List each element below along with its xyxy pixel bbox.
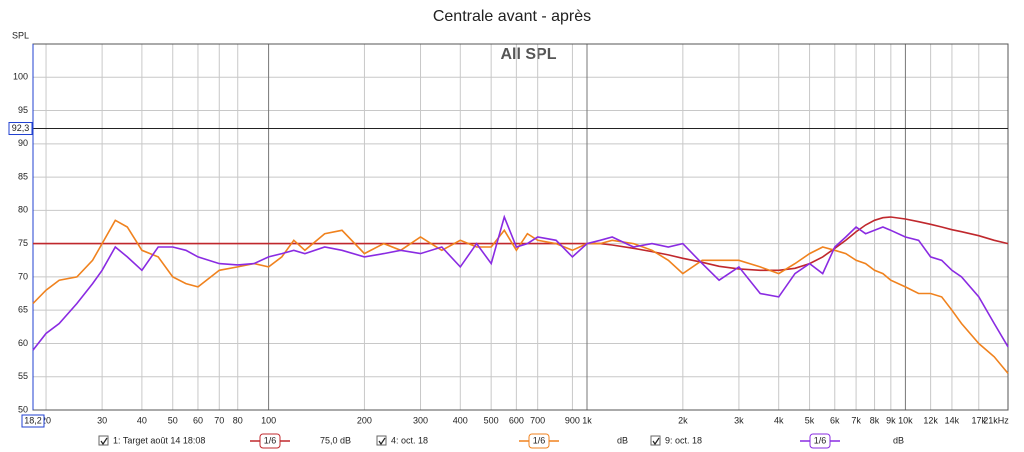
x-tick-label: 5k [805, 415, 815, 425]
y-tick-label: 85 [18, 171, 28, 181]
chart-title: Centrale avant - après [433, 8, 591, 25]
legend-smoothing-box [259, 433, 281, 449]
annotation: All SPL [500, 46, 556, 63]
legend-check [652, 437, 660, 446]
legend-checkbox[interactable] [376, 435, 387, 446]
y-tick-label: 90 [18, 138, 28, 148]
x-tick-label: 100 [261, 415, 276, 425]
y-tick-label: 75 [18, 238, 28, 248]
legend-smoothing: 1/6 [814, 435, 827, 445]
x-tick-label: 7k [851, 415, 861, 425]
legend-smoothing-box [809, 433, 831, 449]
x-tick-label: 500 [484, 415, 499, 425]
x-tick-label: 9k [886, 415, 896, 425]
legend-level: dB [617, 435, 628, 445]
series-line [32, 219, 1009, 374]
y-tick-label: 100 [13, 72, 28, 82]
y-tick-label: 70 [18, 271, 28, 281]
legend-label: 9: oct. 18 [665, 435, 702, 445]
legend-checkbox[interactable] [98, 435, 109, 446]
legend-smoothing: 1/6 [533, 435, 546, 445]
legend-check [100, 437, 108, 446]
x-tick-label: 14k [945, 415, 960, 425]
x-tick-label: 3k [734, 415, 744, 425]
x-tick-label: 12k [923, 415, 938, 425]
x-tick-label: 4k [774, 415, 784, 425]
x-tick-label: 400 [453, 415, 468, 425]
legend-check [378, 437, 386, 446]
y-tick-label: 65 [18, 305, 28, 315]
x-tick-label: 10k [898, 415, 913, 425]
y-tick-label: 95 [18, 105, 28, 115]
series-line [33, 216, 1009, 272]
y-tick-label: 80 [18, 205, 28, 215]
y-tick-label: 50 [18, 404, 28, 414]
x-tick-label: 50 [168, 415, 178, 425]
x-tick-label: 30 [97, 415, 107, 425]
x-tick-label: 6k [830, 415, 840, 425]
y-axis-label: SPL [12, 30, 29, 40]
x-tick-label: 17k [972, 415, 987, 425]
y-tick-label: 55 [18, 371, 28, 381]
legend-smoothing: 1/6 [264, 435, 277, 445]
legend-smoothing-box [528, 433, 550, 449]
x-tick-label: 8k [870, 415, 880, 425]
legend-label: 4: oct. 18 [391, 435, 428, 445]
x-tick-label: 1k [582, 415, 592, 425]
x-tick-label: 60 [193, 415, 203, 425]
cursor-label: 92,3 [12, 123, 30, 133]
x-tick-label: 300 [413, 415, 428, 425]
x-tick-label: 200 [357, 415, 372, 425]
legend-level: dB [893, 435, 904, 445]
x-tick-label: 2k [678, 415, 688, 425]
x-tick-label: 80 [233, 415, 243, 425]
x-tick-label: 900 [565, 415, 580, 425]
x-tick-label: 600 [509, 415, 524, 425]
legend-level: 75,0 dB [320, 435, 351, 445]
cursor-label: 18,2 [24, 415, 42, 425]
cursor-box [21, 414, 45, 428]
cursor-box [8, 122, 33, 136]
x-tick-label: 20 [41, 415, 51, 425]
y-tick-label: 60 [18, 338, 28, 348]
legend-label: 1: Target août 14 18:08 [113, 435, 205, 445]
x-tick-label: 70 [214, 415, 224, 425]
legend-checkbox[interactable] [650, 435, 661, 446]
x-tick-label: 700 [530, 415, 545, 425]
series-line [32, 214, 1009, 351]
x-tick-label: 40 [137, 415, 147, 425]
x-tick-label: 21kHz [983, 415, 1009, 425]
